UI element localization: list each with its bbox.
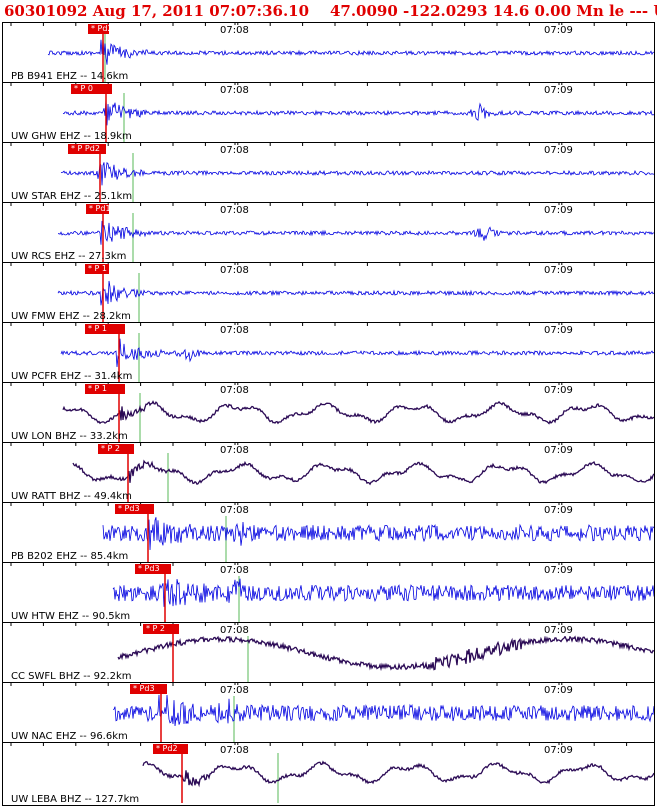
pick-flag[interactable]: * Pd3 [135,564,171,574]
time-label: 07:08 [219,385,250,396]
seismogram-panel-stack: * Pd2 07:08 07:09 PB B941 EHZ -- 14.6km * P … [0,22,657,806]
time-label: 07:09 [543,145,574,156]
station-label: UW PCFR EHZ -- 31.4km [11,371,133,382]
time-label: 07:09 [543,325,574,336]
waveform-svg [10,203,654,262]
pick-flag[interactable]: * P 2 [98,444,134,454]
waveform-trace [57,220,654,245]
trace-panel[interactable]: * Pd2 07:08 07:09 PB B941 EHZ -- 14.6km [2,22,655,82]
time-label: 07:08 [219,685,250,696]
time-label: 07:09 [543,385,574,396]
time-label: 07:08 [219,625,250,636]
time-label: 07:09 [543,85,574,96]
trace-panel[interactable]: * Pd3 07:08 07:09 PB B202 EHZ -- 85.4km [2,502,655,562]
waveform-svg [10,143,654,202]
trace-panel[interactable]: * Pd3 07:08 07:09 UW NAC EHZ -- 96.6km [2,682,655,742]
station-label: UW LON BHZ -- 33.2km [11,431,128,442]
time-label: 07:09 [543,505,574,516]
waveform-trace [60,338,654,368]
trace-panel[interactable]: * Pd3 07:08 07:09 UW HTW EHZ -- 90.5km [2,562,655,622]
station-label: UW RCS EHZ -- 27.3km [11,251,127,262]
trace-panel[interactable]: * P 0 07:08 07:09 UW GHW EHZ -- 18.9km [2,82,655,142]
station-label: UW LEBA BHZ -- 127.7km [11,794,140,805]
station-label: UW NAC EHZ -- 96.6km [11,731,128,742]
time-label: 07:08 [219,325,250,336]
pick-flag[interactable]: * Pd3 [130,684,167,694]
waveform-svg [10,743,654,803]
time-label: 07:08 [219,745,250,756]
waveform-trace [112,578,654,607]
station-label: PB B941 EHZ -- 14.6km [11,71,129,82]
time-label: 07:09 [543,25,574,36]
waveform-trace [47,38,654,65]
time-label: 07:08 [219,445,250,456]
event-header: 60301092 Aug 17, 2011 07:07:36.10 47.009… [0,0,657,22]
trace-panel[interactable]: * P 1 07:08 07:09 UW LON BHZ -- 33.2km [2,382,655,442]
station-label: UW FMW EHZ -- 28.2km [11,311,131,322]
station-label: CC SWFL BHZ -- 92.2km [11,671,132,682]
trace-panel[interactable]: * P 2 07:08 07:09 UW RATT BHZ -- 49.4km [2,442,655,502]
time-label: 07:08 [219,205,250,216]
waveform-svg [10,323,654,382]
pick-flag[interactable]: * Pd1 [86,204,111,214]
waveform-svg [10,23,654,82]
waveform-trace [117,635,654,672]
station-label: PB B202 EHZ -- 85.4km [11,551,129,562]
waveform-trace [62,99,654,126]
pick-flag[interactable]: * Pd3 [115,504,154,514]
time-label: 07:09 [543,685,574,696]
waveform-trace [60,162,654,186]
pick-flag[interactable]: * P Pd2 [68,144,106,154]
pick-flag[interactable]: * P 0 [71,84,112,94]
time-label: 07:09 [543,625,574,636]
pick-flag[interactable]: * P 1 [85,324,125,334]
trace-panel[interactable]: * P Pd2 07:08 07:09 UW STAR EHZ -- 25.1km [2,142,655,202]
time-label: 07:08 [219,505,250,516]
station-label: UW RATT BHZ -- 49.4km [11,491,132,502]
waveform-trace [112,694,654,727]
waveform-trace [57,280,654,306]
time-label: 07:09 [543,205,574,216]
trace-panel[interactable]: * P 1 07:08 07:09 UW FMW EHZ -- 28.2km [2,262,655,322]
time-label: 07:08 [219,565,250,576]
pick-flag[interactable]: * P 2 [143,624,179,634]
pick-flag[interactable]: * Pd2 [88,24,113,34]
station-label: UW HTW EHZ -- 90.5km [11,611,131,622]
time-label: 07:08 [219,265,250,276]
station-label: UW GHW EHZ -- 18.9km [11,131,132,142]
trace-panel[interactable]: * P 1 07:08 07:09 UW PCFR EHZ -- 31.4km [2,322,655,382]
waveform-trace [62,400,654,425]
station-label: UW STAR EHZ -- 25.1km [11,191,133,202]
trace-panel[interactable]: * P 2 07:08 07:09 CC SWFL BHZ -- 92.2km [2,622,655,682]
time-label: 07:08 [219,25,250,36]
waveform-trace [72,459,654,486]
time-label: 07:09 [543,445,574,456]
time-label: 07:09 [543,745,574,756]
pick-flag[interactable]: * P 1 [85,384,125,394]
time-label: 07:09 [543,565,574,576]
trace-panel[interactable]: * Pd1 07:08 07:09 UW RCS EHZ -- 27.3km [2,202,655,262]
time-label: 07:08 [219,85,250,96]
waveform-svg [10,263,654,322]
waveform-trace [142,760,654,788]
waveform-trace [102,517,654,551]
time-label: 07:09 [543,265,574,276]
time-label: 07:08 [219,145,250,156]
waveform-svg [10,623,654,682]
pick-flag[interactable]: * P 1 [85,264,109,274]
pick-flag[interactable]: * Pd2 [153,744,188,754]
trace-panel[interactable]: * Pd2 07:08 07:09 UW LEBA BHZ -- 127.7km [2,742,655,806]
